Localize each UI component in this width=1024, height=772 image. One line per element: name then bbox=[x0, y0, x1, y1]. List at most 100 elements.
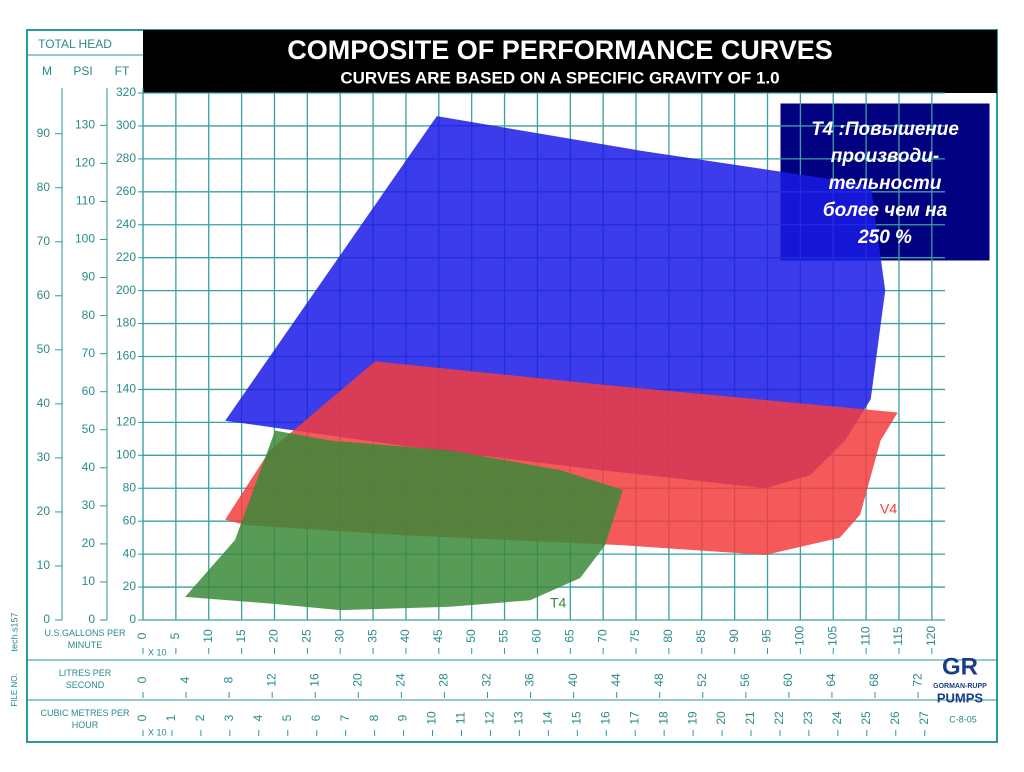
y-tick-label: 130 bbox=[75, 118, 95, 132]
y-tick-label: 0 bbox=[88, 612, 95, 626]
callout-text: T4 :Повышение bbox=[811, 119, 959, 140]
x-axis-multiplier: X 10 bbox=[148, 727, 167, 737]
y-tick-label: 20 bbox=[123, 579, 137, 593]
x-axis-label: CUBIC METRES PER HOUR bbox=[40, 708, 130, 730]
y-tick-label: 110 bbox=[76, 194, 95, 208]
x-tick-label: 12 bbox=[264, 673, 278, 687]
x-tick-label: 27 bbox=[917, 711, 931, 725]
y-tick-label: 120 bbox=[116, 415, 136, 429]
x-tick-label: 9 bbox=[396, 714, 410, 721]
x-tick-label: 44 bbox=[609, 673, 623, 687]
y-tick-label: 320 bbox=[116, 85, 136, 99]
logo-word: PUMPS bbox=[937, 690, 984, 705]
y-axis-label: FT bbox=[115, 64, 130, 78]
y-tick-label: 50 bbox=[37, 342, 51, 356]
x-tick-label: 0 bbox=[135, 714, 149, 721]
y-tick-label: 80 bbox=[82, 308, 96, 322]
x-tick-label: 45 bbox=[431, 629, 445, 643]
x-tick-label: 32 bbox=[480, 673, 494, 687]
y-tick-label: 50 bbox=[82, 422, 96, 436]
callout-text: производи- bbox=[831, 146, 939, 167]
x-tick-label: 16 bbox=[598, 711, 612, 725]
chart-subtitle: CURVES ARE BASED ON A SPECIFIC GRAVITY O… bbox=[340, 68, 779, 87]
y-tick-label: 260 bbox=[116, 184, 136, 198]
y-axis-title: TOTAL HEAD bbox=[38, 37, 112, 51]
x-tick-label: 6 bbox=[309, 714, 323, 721]
x-tick-label: 120 bbox=[924, 626, 938, 646]
logo-mark: GR bbox=[942, 653, 978, 680]
x-tick-label: 40 bbox=[398, 629, 412, 643]
y-tick-label: 120 bbox=[75, 156, 95, 170]
x-tick-label: 20 bbox=[714, 711, 728, 725]
x-tick-label: 25 bbox=[859, 711, 873, 725]
x-tick-label: 4 bbox=[251, 714, 265, 721]
legend-label: T4 bbox=[550, 595, 567, 611]
x-tick-label: 14 bbox=[541, 711, 555, 725]
y-tick-label: 30 bbox=[37, 450, 51, 464]
x-tick-label: 20 bbox=[267, 629, 281, 643]
x-tick-label: 5 bbox=[168, 632, 182, 639]
y-tick-label: 100 bbox=[116, 447, 136, 461]
y-tick-label: 0 bbox=[129, 612, 136, 626]
x-tick-label: 16 bbox=[307, 673, 321, 687]
y-tick-label: 20 bbox=[37, 504, 51, 518]
x-tick-label: 8 bbox=[221, 676, 235, 683]
x-tick-label: 24 bbox=[394, 673, 408, 687]
x-tick-label: 60 bbox=[781, 673, 795, 687]
logo-name: GORMAN-RUPP bbox=[933, 683, 987, 690]
x-tick-label: 72 bbox=[910, 673, 924, 687]
x-tick-label: 100 bbox=[793, 626, 807, 646]
side-note: tech.s157 bbox=[9, 612, 19, 651]
chart-title: COMPOSITE OF PERFORMANCE CURVES bbox=[287, 35, 833, 65]
x-axis-label: LITRES PER SECOND bbox=[59, 668, 112, 690]
y-tick-label: 160 bbox=[116, 349, 136, 363]
y-tick-label: 60 bbox=[123, 513, 137, 527]
x-tick-label: 13 bbox=[512, 711, 526, 725]
x-tick-label: 3 bbox=[222, 714, 236, 721]
x-tick-label: 48 bbox=[652, 673, 666, 687]
callout-text: 250 % bbox=[857, 227, 912, 248]
x-tick-label: 28 bbox=[437, 673, 451, 687]
side-note: FILE NO. bbox=[10, 673, 19, 706]
x-tick-label: 80 bbox=[661, 629, 675, 643]
x-tick-label: 12 bbox=[483, 711, 497, 725]
x-tick-label: 19 bbox=[685, 711, 699, 725]
y-tick-label: 40 bbox=[123, 546, 137, 560]
y-tick-label: 70 bbox=[82, 346, 96, 360]
x-tick-label: 2 bbox=[193, 714, 207, 721]
x-tick-label: 60 bbox=[530, 629, 544, 643]
y-tick-label: 240 bbox=[116, 217, 136, 231]
y-tick-label: 180 bbox=[116, 316, 136, 330]
x-tick-label: 52 bbox=[695, 673, 709, 687]
x-tick-label: 35 bbox=[365, 629, 379, 643]
x-tick-label: 36 bbox=[523, 673, 537, 687]
y-tick-label: 60 bbox=[82, 384, 96, 398]
x-tick-label: 30 bbox=[332, 629, 346, 643]
legend-label: V4 bbox=[880, 501, 897, 517]
y-tick-label: 40 bbox=[82, 460, 96, 474]
x-tick-label: 26 bbox=[888, 711, 902, 725]
y-tick-label: 280 bbox=[116, 151, 136, 165]
y-tick-label: 0 bbox=[43, 612, 50, 626]
x-tick-label: 110 bbox=[858, 626, 872, 645]
x-tick-label: 25 bbox=[300, 629, 314, 643]
y-tick-label: 80 bbox=[123, 480, 137, 494]
x-tick-label: 40 bbox=[566, 673, 580, 687]
y-tick-label: 140 bbox=[116, 382, 136, 396]
x-tick-label: 23 bbox=[801, 711, 815, 725]
x-tick-label: 5 bbox=[280, 714, 294, 721]
x-tick-label: 11 bbox=[454, 711, 468, 724]
y-tick-label: 70 bbox=[37, 234, 51, 248]
y-tick-label: 90 bbox=[37, 126, 51, 140]
title-bar bbox=[143, 30, 997, 93]
y-tick-label: 10 bbox=[37, 558, 51, 572]
x-tick-label: 56 bbox=[738, 673, 752, 687]
x-tick-label: 17 bbox=[627, 711, 641, 725]
logo: GR GORMAN-RUPP PUMPS bbox=[933, 653, 987, 705]
callout-text: тельности bbox=[829, 173, 942, 194]
x-tick-label: 64 bbox=[824, 673, 838, 687]
y-tick-label: 300 bbox=[116, 118, 136, 132]
x-tick-label: 50 bbox=[464, 629, 478, 643]
x-tick-label: 10 bbox=[201, 629, 215, 643]
